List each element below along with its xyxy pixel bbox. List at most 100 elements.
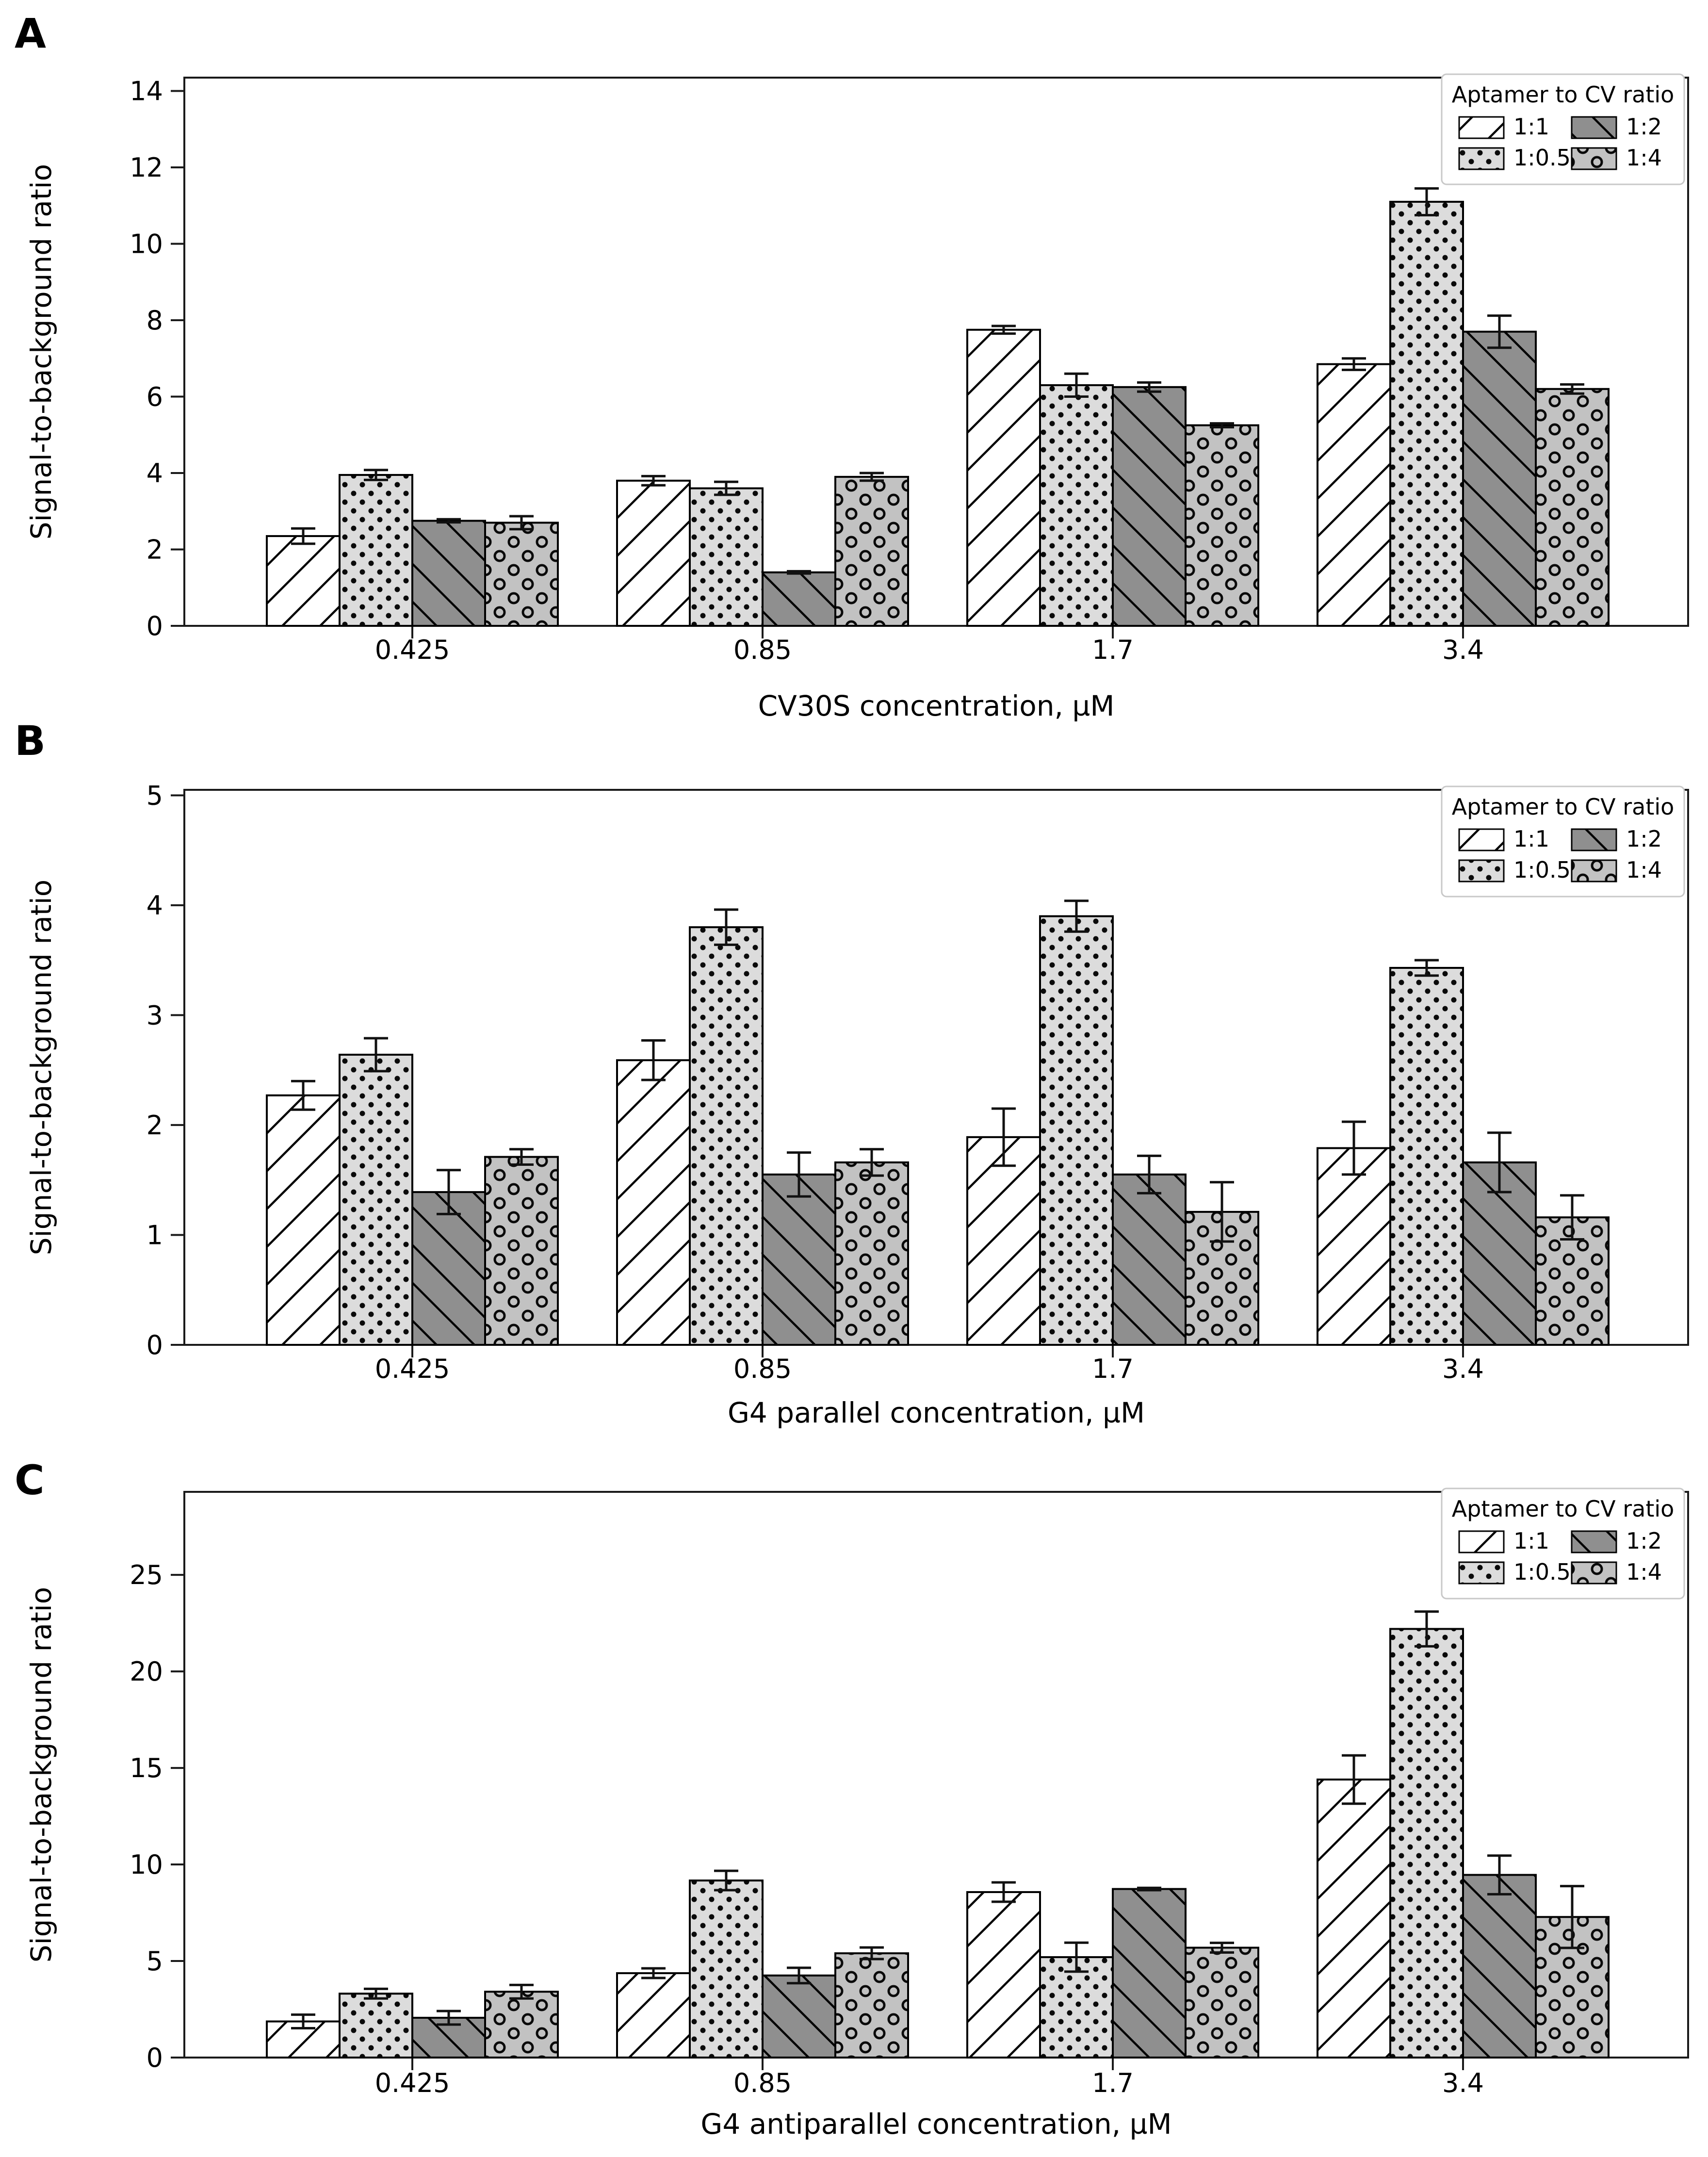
- legend-title: Aptamer to CV ratio: [1452, 794, 1675, 820]
- y-tick-label: 4: [146, 890, 163, 921]
- legend-label-1-2: 1:2: [1626, 1528, 1662, 1554]
- chart-panel-a: 0 2 4 6 8 10 12 14 Signal-to-background ratio 0.4…: [25, 73, 1689, 722]
- bar-1-4-0.425: [484, 1991, 559, 2059]
- bar-1-0.5-1.7: [1039, 1956, 1114, 2059]
- bar-1-0.5-3.4: [1389, 966, 1464, 1346]
- y-tick-label: 0: [146, 1330, 163, 1360]
- bar-1-0.5-3.4: [1389, 1628, 1464, 2059]
- y-tick-label: 5: [146, 1946, 163, 1977]
- legend-swatch-1-4: [1571, 859, 1617, 882]
- bar-1-0.5-1.7: [1039, 915, 1114, 1346]
- x-axis-label: G4 parallel concentration, µM: [728, 1396, 1145, 1429]
- legend: Aptamer to CV ratio 1:1 1:0.5 1:2 1:4: [1441, 785, 1685, 898]
- y-tick-label: 5: [146, 780, 163, 811]
- y-axis-label: Signal-to-background ratio: [25, 164, 58, 540]
- bar-1-1-3.4: [1317, 1147, 1391, 1346]
- bar-1-0.5-0.85: [689, 926, 764, 1346]
- axes-frame: [183, 77, 1689, 627]
- panel-b-letter: B: [15, 717, 46, 765]
- x-tick-label: 0.425: [375, 1354, 450, 1384]
- y-axis-label: Signal-to-background ratio: [25, 1587, 58, 1963]
- legend-label-1-0.5: 1:0.5: [1513, 1559, 1571, 1585]
- bar-1-2-0.425: [411, 1191, 486, 1346]
- bar-1-1-0.425: [266, 535, 341, 627]
- legend-swatch-1-0.5: [1458, 1561, 1505, 1585]
- bar-1-1-1.7: [966, 1136, 1041, 1346]
- legend-title: Aptamer to CV ratio: [1452, 82, 1675, 108]
- legend-swatch-1-2: [1571, 116, 1617, 139]
- x-tick-label: 0.425: [375, 635, 450, 665]
- x-tick-label: 0.425: [375, 2068, 450, 2098]
- x-tick-label: 0.85: [733, 1354, 792, 1384]
- axes-frame: [183, 1491, 1689, 2059]
- y-tick-label: 0: [146, 2043, 163, 2073]
- bar-1-0.5-0.85: [689, 487, 764, 627]
- bar-1-0.5-1.7: [1039, 384, 1114, 627]
- y-tick-label: 2: [146, 535, 163, 565]
- legend-label-1-0.5: 1:0.5: [1513, 857, 1571, 883]
- legend-swatch-1-4: [1571, 147, 1617, 170]
- bar-1-2-0.425: [411, 520, 486, 627]
- bar-1-4-1.7: [1185, 424, 1259, 627]
- bar-1-0.5-0.85: [689, 1879, 764, 2059]
- y-axis-label: Signal-to-background ratio: [25, 880, 58, 1256]
- x-tick-label: 0.85: [733, 635, 792, 665]
- legend-swatch-1-1: [1458, 116, 1505, 139]
- bar-1-4-3.4: [1535, 388, 1610, 627]
- bar-1-1-0.85: [616, 479, 691, 627]
- legend-swatch-1-2: [1571, 1530, 1617, 1553]
- chart-panel-c: 0 5 10 15 20 25 Signal-to-background ratio 0.42…: [25, 1487, 1689, 2141]
- y-tick-label: 2: [146, 1110, 163, 1141]
- y-tick-label: 10: [130, 229, 163, 260]
- y-tick-label: 15: [130, 1753, 163, 1783]
- x-tick-label: 3.4: [1442, 1354, 1484, 1384]
- y-tick-label: 12: [130, 152, 163, 183]
- y-tick-label: 8: [146, 305, 163, 336]
- bar-1-1-1.7: [966, 328, 1041, 627]
- legend: Aptamer to CV ratio 1:1 1:0.5 1:2 1:4: [1441, 73, 1685, 185]
- bar-1-1-1.7: [966, 1891, 1041, 2059]
- bar-1-0.5-0.425: [339, 1053, 413, 1346]
- y-tick-label: 10: [130, 1849, 163, 1880]
- bar-1-1-0.85: [616, 1059, 691, 1346]
- legend-label-1-4: 1:4: [1626, 1559, 1662, 1585]
- bar-1-2-1.7: [1112, 386, 1187, 627]
- legend-label-1-4: 1:4: [1626, 145, 1662, 171]
- legend-label-1-2: 1:2: [1626, 826, 1662, 852]
- legend-title: Aptamer to CV ratio: [1452, 1496, 1675, 1522]
- x-axis-label: G4 antiparallel concentration, µM: [700, 2108, 1171, 2141]
- y-tick-label: 6: [146, 382, 163, 412]
- bar-1-2-3.4: [1462, 330, 1537, 627]
- y-tick-label: 14: [130, 76, 163, 107]
- panel-a-letter: A: [15, 10, 46, 57]
- legend-label-1-1: 1:1: [1513, 114, 1549, 140]
- x-tick-label: 1.7: [1092, 1354, 1134, 1384]
- bar-1-2-3.4: [1462, 1874, 1537, 2059]
- y-tick-label: 20: [130, 1656, 163, 1687]
- legend-swatch-1-4: [1571, 1561, 1617, 1585]
- bar-1-4-0.85: [834, 1952, 909, 2059]
- bar-1-2-0.85: [762, 571, 836, 627]
- x-tick-label: 0.85: [733, 2068, 792, 2098]
- bar-1-4-1.7: [1185, 1946, 1259, 2059]
- bar-1-2-0.85: [762, 1974, 836, 2059]
- legend-label-1-1: 1:1: [1513, 1528, 1549, 1554]
- bar-1-2-1.7: [1112, 1173, 1187, 1346]
- bar-1-0.5-0.425: [339, 1993, 413, 2059]
- bar-1-1-3.4: [1317, 363, 1391, 627]
- bar-1-4-0.425: [484, 522, 559, 627]
- x-tick-label: 1.7: [1092, 635, 1134, 665]
- bar-1-0.5-3.4: [1389, 200, 1464, 627]
- legend: Aptamer to CV ratio 1:1 1:0.5 1:2 1:4: [1441, 1487, 1685, 1600]
- y-tick-label: 3: [146, 1000, 163, 1030]
- legend-swatch-1-0.5: [1458, 147, 1505, 170]
- panel-c-letter: C: [15, 1456, 45, 1504]
- y-tick-label: 4: [146, 458, 163, 489]
- x-tick-label: 3.4: [1442, 2068, 1484, 2098]
- legend-label-1-4: 1:4: [1626, 857, 1662, 883]
- x-axis-label: CV30S concentration, µM: [758, 689, 1115, 722]
- bar-1-4-0.85: [834, 475, 909, 627]
- legend-swatch-1-2: [1571, 828, 1617, 851]
